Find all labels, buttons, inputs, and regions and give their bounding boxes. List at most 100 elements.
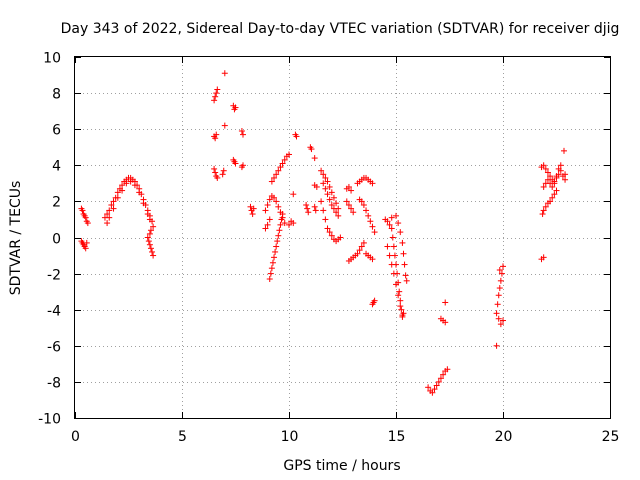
data-point (333, 209, 340, 216)
y-tick-label: 4 (52, 159, 61, 175)
data-point (221, 122, 228, 129)
data-point (266, 196, 273, 203)
y-tick-label: -10 (38, 412, 61, 428)
data-point (542, 203, 549, 210)
y-tick-label: -4 (47, 304, 61, 320)
data-point (238, 128, 245, 135)
data-point (549, 194, 556, 201)
data-point (313, 183, 320, 190)
data-point (293, 133, 300, 140)
data-point (104, 211, 111, 218)
data-point (360, 239, 367, 246)
data-point (557, 162, 564, 169)
data-point (326, 183, 333, 190)
data-point (239, 131, 246, 138)
data-point (551, 191, 558, 198)
data-point (277, 221, 284, 228)
data-point (397, 303, 404, 310)
data-point (150, 252, 157, 259)
y-tick-label: 6 (52, 123, 61, 139)
x-tick-label: 10 (281, 429, 299, 445)
data-point (391, 252, 398, 259)
data-point (136, 189, 143, 196)
data-point (328, 232, 335, 239)
data-point (268, 265, 275, 272)
data-point (320, 171, 327, 178)
data-point (330, 205, 337, 212)
data-point (333, 200, 340, 207)
data-point (108, 202, 115, 209)
data-point (371, 229, 378, 236)
data-point (106, 207, 113, 214)
y-axis-label: SDTVAR / TECUs (8, 181, 24, 296)
data-point (367, 218, 374, 225)
data-point (495, 315, 502, 322)
data-point (221, 70, 228, 77)
data-point (356, 247, 363, 254)
y-tick-label: 2 (52, 195, 61, 211)
y-tick-labels: -10 -8 -6 -4 -2 0 2 4 6 8 10 (38, 51, 61, 428)
data-point (389, 234, 396, 241)
data-point (250, 205, 257, 212)
data-point (272, 248, 279, 255)
data-point (437, 375, 444, 382)
data-point (146, 230, 153, 237)
data-point (140, 200, 147, 207)
data-point (82, 245, 89, 252)
data-point (330, 194, 337, 201)
data-point (149, 248, 156, 255)
data-point (544, 176, 551, 183)
data-point (343, 198, 350, 205)
data-point (401, 261, 408, 268)
data-point (278, 216, 285, 223)
data-point (211, 97, 218, 104)
data-point (213, 90, 220, 97)
data-point (397, 229, 404, 236)
data-point (127, 178, 134, 185)
data-point (358, 243, 365, 250)
data-point (553, 187, 560, 194)
data-point (308, 146, 315, 153)
data-point (544, 169, 551, 176)
data-point (273, 171, 280, 178)
data-point (560, 147, 567, 154)
data-point (425, 384, 432, 391)
data-point (286, 221, 292, 228)
data-point (399, 239, 406, 246)
data-point (273, 198, 280, 205)
data-markers (78, 70, 569, 396)
data-point (400, 250, 407, 257)
data-point (267, 270, 274, 277)
data-point (247, 203, 254, 210)
data-point (266, 276, 273, 283)
data-point (249, 211, 256, 218)
y-tick-label: 10 (43, 51, 61, 67)
data-point (276, 227, 283, 234)
data-point (275, 203, 282, 210)
data-point (562, 176, 569, 183)
data-point (398, 306, 405, 313)
data-point (433, 382, 440, 389)
data-point (496, 285, 503, 292)
x-tick-label: 5 (178, 429, 187, 445)
data-point (360, 202, 367, 209)
data-point (290, 191, 297, 198)
data-point (146, 241, 153, 248)
data-point (146, 216, 153, 223)
data-point (390, 270, 397, 277)
data-point (214, 174, 221, 181)
y-tick-label: -6 (47, 340, 61, 356)
data-point (348, 205, 355, 212)
data-point (83, 239, 90, 246)
data-point (305, 209, 312, 216)
data-point (551, 180, 558, 187)
data-point (540, 207, 547, 214)
data-point (264, 221, 271, 228)
data-point (279, 211, 286, 218)
data-point (388, 214, 395, 221)
x-tick-label: 0 (71, 429, 80, 445)
data-point (262, 225, 269, 232)
data-point (369, 256, 376, 263)
y-tick-label: 8 (52, 87, 61, 103)
data-point (399, 313, 406, 320)
